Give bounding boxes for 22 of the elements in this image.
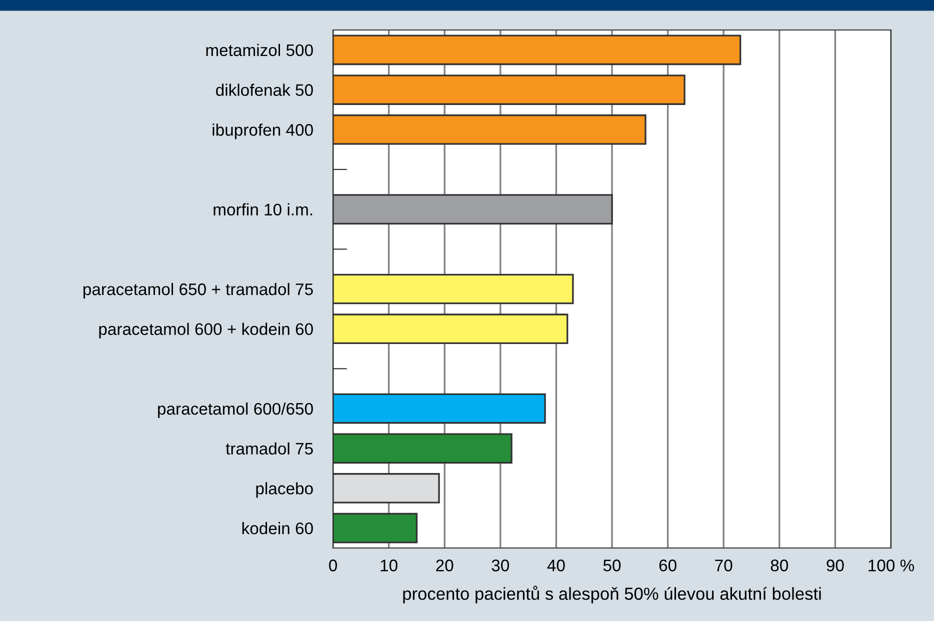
x-tick-label: 10 [380,560,398,572]
y-tick-label: tramadol 75 [226,442,313,455]
x-tick-label: 50 [603,560,621,572]
x-tick-label: 100 % [868,560,914,572]
x-tick-label: 60 [659,560,676,572]
x-axis-title: procento pacientů s alespoň 50% úlevou akutní bolesti [403,586,821,604]
y-tick-label: paracetamol 650 + tramadol 75 [83,282,313,298]
y-tick-label: metamizol 500 [206,44,313,56]
x-tick-label: 70 [715,560,732,572]
y-tick-label: paracetamol 600 + kodein 60 [99,322,313,338]
x-tick-label: 0 [329,560,337,572]
y-tick-label: morfin 10 i.m. [214,203,312,216]
y-tick-label: paracetamol 600/650 [158,402,313,418]
y-tick-label: placebo [256,482,313,498]
x-tick-label: 90 [826,560,844,572]
y-tick-label: diklofenak 50 [216,84,313,96]
x-tick-label: 30 [492,560,510,572]
x-tick-label: 20 [436,560,454,572]
y-tick-label: kodein 60 [242,522,313,534]
y-tick-label: ibuprofen 400 [212,124,313,140]
x-tick-label: 80 [770,560,788,572]
x-tick-label: 40 [547,560,565,572]
